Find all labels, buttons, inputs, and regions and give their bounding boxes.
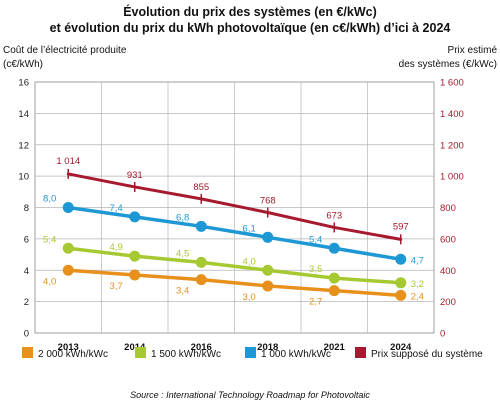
data-label: 855 xyxy=(193,182,209,193)
data-label: 3,5 xyxy=(309,264,322,275)
data-label: 6,1 xyxy=(243,223,256,234)
data-label: 597 xyxy=(393,221,409,232)
data-point xyxy=(262,280,274,292)
data-point xyxy=(195,256,207,268)
chart-title-line-2: et évolution du prix du kWh photovoltaïq… xyxy=(50,21,451,35)
series-line xyxy=(66,246,403,285)
right-axis-tick-label: 800 xyxy=(440,203,456,214)
data-point xyxy=(62,242,74,254)
data-label: 4,5 xyxy=(176,248,189,259)
left-axis-title-line-2: (c€/kWh) xyxy=(3,59,43,70)
right-axis-tick-label: 1 600 xyxy=(440,78,464,89)
data-point xyxy=(395,289,407,301)
right-axis-tick-label: 200 xyxy=(440,297,456,308)
left-axis-tick-label: 0 xyxy=(24,329,29,340)
legend-label: Prix supposé du système xyxy=(371,349,483,360)
data-label: 768 xyxy=(260,196,276,207)
legend-item-1: 1 500 kWh/kWc xyxy=(135,347,221,360)
right-axis-tick-label: 400 xyxy=(440,266,456,277)
left-axis-tick-label: 8 xyxy=(24,203,29,214)
left-axis-tick-label: 14 xyxy=(18,109,29,120)
left-axis-tick-label: 4 xyxy=(24,266,29,277)
right-axis-tick-label: 1 200 xyxy=(440,140,464,151)
data-label: 8,0 xyxy=(43,194,56,205)
legend-label: 1 000 kWh/kWc xyxy=(261,349,331,360)
left-axis-tick-label: 12 xyxy=(18,140,29,151)
legend-item-2: 1 000 kWh/kWc xyxy=(245,347,331,360)
data-point xyxy=(195,220,207,232)
data-label: 2,7 xyxy=(309,297,322,308)
right-axis-tick-label: 0 xyxy=(440,329,445,340)
left-axis-tick-label: 16 xyxy=(18,78,29,89)
x-axis-tick-label: 2013 xyxy=(58,342,79,353)
x-axis-tick-label: 2016 xyxy=(191,342,212,353)
legend-swatch xyxy=(135,347,146,358)
data-point xyxy=(195,274,207,286)
data-label: 2,4 xyxy=(411,291,424,302)
legend-item-3: Prix supposé du système xyxy=(355,347,483,360)
right-axis-tick-label: 1 400 xyxy=(440,109,464,120)
chart-title-line-1: Évolution du prix des systèmes (en €/kWc… xyxy=(123,4,377,19)
data-label: 7,4 xyxy=(110,203,123,214)
data-label: 4,9 xyxy=(110,242,123,253)
series-line xyxy=(66,205,403,262)
data-point xyxy=(129,269,141,281)
data-label: 3,2 xyxy=(411,279,424,290)
data-label: 4,0 xyxy=(43,276,56,287)
right-axis-tick-label: 600 xyxy=(440,234,456,245)
right-axis-title-line-2: des systèmes (€/kWc) xyxy=(399,59,497,70)
right-axis-tick-label: 1 000 xyxy=(440,172,464,183)
x-axis-tick-label: 2018 xyxy=(257,342,278,353)
data-label: 5,4 xyxy=(309,234,322,245)
data-point xyxy=(129,211,141,223)
legend-swatch xyxy=(245,347,256,358)
data-point xyxy=(129,250,141,262)
left-axis-tick-label: 6 xyxy=(24,234,29,245)
series-2: 8,0 7,4 6,8 6,1 5,4 4,7 xyxy=(43,194,424,267)
data-point xyxy=(328,272,340,284)
data-label: 3,4 xyxy=(176,286,189,297)
gridlines xyxy=(34,81,435,334)
left-axis-tick-label: 10 xyxy=(18,172,29,183)
data-label: 5,4 xyxy=(43,234,56,245)
data-label: 673 xyxy=(326,210,342,221)
source-note: Source : International Technology Roadma… xyxy=(130,390,370,400)
data-point xyxy=(395,253,407,265)
left-axis-title-line-1: Coût de l’électricité produite xyxy=(3,45,127,56)
legend-swatch xyxy=(355,347,366,358)
series-line xyxy=(66,172,403,241)
data-point xyxy=(328,242,340,254)
legend: 2 000 kWh/kWc 1 500 kWh/kWc 1 000 kWh/kWc P… xyxy=(22,347,483,360)
data-label: 1 014 xyxy=(56,156,80,167)
data-point xyxy=(62,264,74,276)
data-label: 931 xyxy=(127,170,143,181)
right-axis-title-line-1: Prix estimé xyxy=(448,45,498,56)
data-point xyxy=(395,277,407,289)
data-point xyxy=(262,264,274,276)
x-axis-tick-label: 2024 xyxy=(390,342,412,353)
series: 4,0 3,7 3,4 3,0 2,7 2,4 5,4 4,9 4,5 4,0 3,5 3,2 8,0 7… xyxy=(43,156,424,308)
data-point xyxy=(62,202,74,213)
legend-swatch xyxy=(22,347,33,358)
data-label: 3,7 xyxy=(110,281,123,292)
data-label: 4,0 xyxy=(243,256,256,267)
data-label: 3,0 xyxy=(243,292,256,303)
series-3: 1 014 931 855 768 673 597 xyxy=(56,156,409,245)
x-axis-tick-label: 2021 xyxy=(324,342,346,353)
legend-label: 1 500 kWh/kWc xyxy=(151,349,221,360)
series-line xyxy=(66,268,403,298)
data-label: 4,7 xyxy=(411,255,424,266)
data-label: 6,8 xyxy=(176,212,189,223)
legend-item-0: 2 000 kWh/kWc xyxy=(22,347,108,360)
left-axis-tick-label: 2 xyxy=(24,297,29,308)
series-0: 4,0 3,7 3,4 3,0 2,7 2,4 xyxy=(43,264,424,308)
data-point xyxy=(328,285,340,297)
series-1: 5,4 4,9 4,5 4,0 3,5 3,2 xyxy=(43,234,424,290)
legend-label: 2 000 kWh/kWc xyxy=(38,349,108,360)
data-point xyxy=(262,231,274,243)
